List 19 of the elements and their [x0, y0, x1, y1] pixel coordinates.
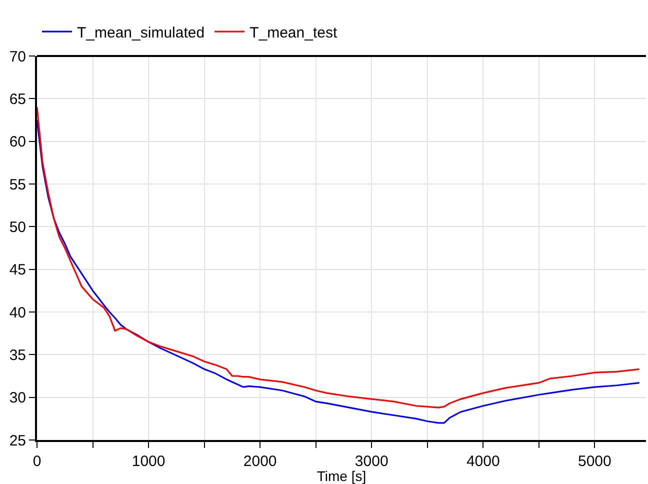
x-axis-title: Time [s] — [316, 468, 366, 484]
y-tick-label: 40 — [9, 304, 26, 322]
x-tick-label: 1000 — [132, 453, 166, 470]
y-tick-label: 50 — [9, 218, 26, 236]
y-tick-label: 65 — [9, 90, 26, 108]
y-tick-label: 30 — [9, 390, 26, 407]
x-tick-label: 3000 — [354, 453, 388, 470]
x-tick-label: 0 — [32, 453, 42, 470]
y-tick-label: 25 — [9, 432, 26, 450]
x-tick-label: 4000 — [466, 453, 500, 470]
x-tick-label: 5000 — [578, 453, 612, 470]
y-tick-label: 35 — [9, 346, 26, 364]
x-tick-label: 2000 — [243, 453, 277, 470]
legend-label: T_mean_simulated — [77, 24, 205, 42]
y-tick-label: 60 — [9, 134, 26, 151]
y-tick-label: 55 — [9, 176, 26, 194]
y-tick-label: 70 — [9, 48, 26, 66]
legend-label: T_mean_test — [250, 24, 338, 42]
y-tick-label: 45 — [9, 262, 26, 279]
